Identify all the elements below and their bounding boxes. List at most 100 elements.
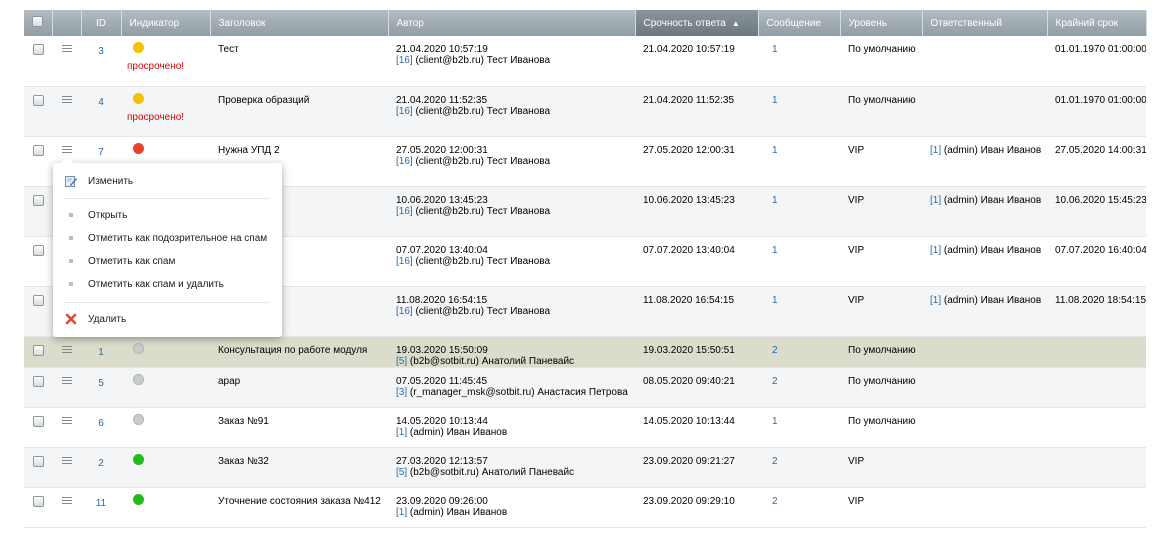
author-id-link[interactable]: [3]	[396, 386, 408, 398]
column-header-level[interactable]: Уровень	[840, 10, 923, 36]
row-menu-cell[interactable]	[52, 447, 81, 488]
ticket-id[interactable]: 1	[81, 336, 121, 368]
row-menu-icon[interactable]	[61, 416, 72, 426]
column-header-responsible[interactable]: Ответственный	[922, 10, 1048, 36]
messages-count[interactable]: 1	[758, 286, 840, 337]
row-menu-cell[interactable]	[52, 407, 81, 448]
column-header-id[interactable]: ID	[81, 10, 122, 36]
row-checkbox-cell[interactable]	[24, 186, 52, 237]
row-checkbox-cell[interactable]	[24, 447, 52, 488]
select-all-checkbox-cell[interactable]	[24, 10, 53, 36]
author-id-link[interactable]: [16]	[396, 55, 413, 66]
context-menu-delete[interactable]: Удалить	[53, 308, 282, 330]
row-checkbox[interactable]	[32, 344, 44, 356]
row-menu-icon[interactable]	[61, 496, 72, 506]
row-checkbox[interactable]	[32, 94, 44, 106]
column-header-urgency[interactable]: Срочность ответа ▲	[635, 10, 759, 36]
context-menu-edit[interactable]: Изменить	[53, 170, 282, 192]
row-menu-cell[interactable]	[52, 86, 81, 137]
table-row[interactable]: 1 Консультация по работе модуля 19.03.2020…	[24, 336, 1146, 368]
row-checkbox-cell[interactable]	[24, 136, 52, 187]
row-checkbox[interactable]	[32, 495, 44, 507]
row-checkbox[interactable]	[32, 44, 44, 55]
messages-count[interactable]: 2	[758, 336, 840, 368]
author-id-link[interactable]: [1]	[396, 426, 408, 438]
row-checkbox-cell[interactable]	[24, 367, 52, 408]
row-menu-icon[interactable]	[61, 45, 72, 54]
row-checkbox-cell[interactable]	[24, 336, 52, 368]
responsible-id-link[interactable]: [1]	[930, 244, 942, 256]
row-menu-cell[interactable]	[52, 367, 81, 408]
indicator-cell: просрочено!	[121, 86, 210, 137]
row-menu-cell[interactable]	[52, 487, 81, 528]
context-menu-delete-label: Удалить	[88, 314, 127, 325]
table-row[interactable]: 7 Нужна УПД 2 27.05.2020 12:00:31 [16] (cli…	[24, 136, 1146, 187]
column-header-author[interactable]: Автор	[388, 10, 636, 36]
row-checkbox[interactable]	[32, 294, 44, 306]
ticket-id[interactable]: 6	[81, 407, 121, 448]
deadline	[1047, 447, 1146, 488]
author-id-link[interactable]: [16]	[396, 305, 413, 317]
level: По умолчанию	[840, 407, 922, 448]
messages-count[interactable]: 1	[758, 186, 840, 237]
urgency-date: 19.03.2020 15:50:51	[635, 336, 758, 368]
author-id-link[interactable]: [16]	[396, 255, 413, 267]
messages-count[interactable]: 1	[758, 136, 840, 187]
messages-count[interactable]: 2	[758, 447, 840, 488]
row-checkbox-cell[interactable]	[24, 236, 52, 287]
ticket-id[interactable]: 4	[81, 86, 121, 137]
author-id-link[interactable]: [1]	[396, 506, 408, 518]
table-row[interactable]: 5 арар 07.05.2020 11:45:45 [3] (r_manager_m…	[24, 367, 1146, 408]
context-menu-mark-spam-delete[interactable]: Отметить как спам и удалить	[53, 273, 282, 295]
row-checkbox[interactable]	[32, 144, 44, 156]
responsible-id-link[interactable]: [1]	[930, 294, 942, 306]
author-id-link[interactable]: [5]	[396, 355, 408, 367]
row-menu-cell[interactable]	[52, 36, 81, 87]
ticket-id[interactable]: 2	[81, 447, 121, 488]
context-menu-mark-spam[interactable]: Отметить как спам	[53, 250, 282, 272]
column-header-title[interactable]: Заголовок	[210, 10, 389, 36]
author-id-link[interactable]: [16]	[396, 205, 413, 217]
author-id-link[interactable]: [16]	[396, 155, 413, 167]
table-row[interactable]: 4 просрочено! Проверка образций 21.04.2020 …	[24, 86, 1146, 137]
context-menu-open[interactable]: Открыть	[53, 204, 282, 226]
ticket-id[interactable]: 11	[81, 487, 121, 528]
ticket-id[interactable]: 3	[81, 36, 121, 87]
row-checkbox[interactable]	[32, 455, 44, 467]
table-row[interactable]: 11 Уточнение состояния заказа №412 23.09.2…	[24, 487, 1146, 528]
column-header-indicator[interactable]: Индикатор	[121, 10, 211, 36]
row-checkbox-cell[interactable]	[24, 36, 52, 87]
context-menu-mark-suspicious[interactable]: Отметить как подозрительное на спам	[53, 227, 282, 249]
table-row[interactable]: 6 Заказ №91 14.05.2020 10:13:44 [1] (admin)…	[24, 407, 1146, 448]
row-menu-icon[interactable]	[61, 345, 72, 355]
author-id-link[interactable]: [5]	[396, 466, 408, 478]
row-menu-cell[interactable]	[52, 336, 81, 368]
messages-count[interactable]: 1	[758, 236, 840, 287]
select-all-checkbox[interactable]	[32, 16, 44, 27]
row-checkbox-cell[interactable]	[24, 487, 52, 528]
ticket-id[interactable]: 5	[81, 367, 121, 408]
table-row[interactable]: 2 Заказ №32 27.03.2020 12:13:57 [5] (b2b@so…	[24, 447, 1146, 488]
table-row[interactable]: 3 просрочено! Тест 21.04.2020 10:57:19 [16] …	[24, 36, 1146, 87]
author-id-link[interactable]: [16]	[396, 105, 413, 117]
responsible-id-link[interactable]: [1]	[930, 194, 942, 206]
row-menu-icon[interactable]	[61, 456, 72, 466]
row-checkbox[interactable]	[32, 194, 44, 206]
messages-count[interactable]: 2	[758, 487, 840, 528]
row-checkbox[interactable]	[32, 244, 44, 256]
responsible-id-link[interactable]: [1]	[930, 144, 942, 156]
row-checkbox[interactable]	[32, 375, 44, 387]
messages-count[interactable]: 1	[758, 86, 840, 137]
row-checkbox[interactable]	[32, 415, 44, 427]
messages-count[interactable]: 2	[758, 367, 840, 408]
row-checkbox-cell[interactable]	[24, 86, 52, 137]
row-menu-icon[interactable]	[61, 145, 72, 155]
row-checkbox-cell[interactable]	[24, 407, 52, 448]
messages-count[interactable]: 1	[758, 407, 840, 448]
messages-count[interactable]: 1	[758, 36, 840, 87]
column-header-messages[interactable]: Сообщение	[758, 10, 841, 36]
row-menu-icon[interactable]	[61, 95, 72, 105]
row-checkbox-cell[interactable]	[24, 286, 52, 337]
column-header-deadline[interactable]: Крайний срок	[1047, 10, 1147, 36]
row-menu-icon[interactable]	[61, 376, 72, 386]
